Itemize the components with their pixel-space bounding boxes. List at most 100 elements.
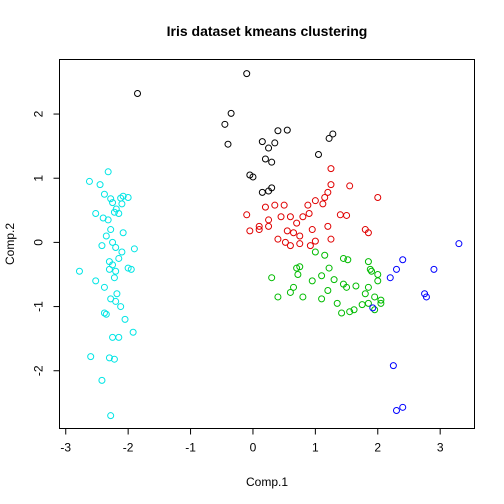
data-point <box>327 235 335 243</box>
data-point <box>274 293 282 301</box>
data-point <box>308 277 316 285</box>
x-tick-label: -2 <box>123 441 134 455</box>
data-point <box>364 283 372 291</box>
data-point <box>261 203 269 211</box>
cluster-5-series <box>369 240 463 415</box>
x-tick-label: 0 <box>250 441 257 455</box>
data-point <box>258 138 266 146</box>
data-point <box>290 229 298 237</box>
data-point <box>325 134 333 142</box>
data-point <box>327 165 335 173</box>
data-point <box>318 295 326 303</box>
data-point <box>265 144 273 152</box>
data-point <box>325 264 333 272</box>
data-point <box>98 376 106 384</box>
data-point <box>293 264 301 272</box>
data-point <box>374 270 382 278</box>
data-point <box>112 297 120 305</box>
cluster-1-series <box>75 168 138 420</box>
data-point <box>105 265 113 273</box>
data-point <box>109 238 117 246</box>
x-tick-label: 3 <box>437 441 444 455</box>
cluster-2-series <box>134 70 337 196</box>
data-point <box>221 120 229 128</box>
data-point <box>338 309 346 317</box>
data-point <box>92 210 100 218</box>
data-point <box>344 256 352 264</box>
data-point <box>364 229 372 237</box>
data-point <box>87 353 95 361</box>
data-point <box>243 211 251 219</box>
cluster-4-series <box>268 248 385 317</box>
data-point <box>319 200 327 208</box>
y-tick-label: 0 <box>32 239 46 246</box>
data-point <box>455 240 463 248</box>
data-point <box>283 126 291 134</box>
data-point <box>308 226 316 234</box>
data-point <box>110 274 118 282</box>
data-point <box>110 355 118 363</box>
data-point <box>374 277 382 285</box>
data-points <box>75 70 463 420</box>
data-point <box>299 213 307 221</box>
data-point <box>321 251 329 259</box>
data-point <box>343 283 351 291</box>
data-point <box>327 181 335 189</box>
data-point <box>129 328 137 336</box>
data-point <box>124 193 132 201</box>
data-point <box>271 139 279 147</box>
data-point <box>274 235 282 243</box>
x-tick-label: -1 <box>185 441 196 455</box>
data-point <box>100 190 108 198</box>
data-point <box>377 299 385 307</box>
data-point <box>296 240 304 248</box>
data-point <box>130 245 138 253</box>
data-point <box>109 199 117 207</box>
data-point <box>377 296 385 304</box>
data-point <box>277 213 285 221</box>
data-point <box>104 216 112 224</box>
data-point <box>371 306 379 314</box>
data-point <box>100 283 108 291</box>
data-point <box>361 290 369 298</box>
x-tick-label: -3 <box>60 441 71 455</box>
data-point <box>329 130 337 138</box>
data-point <box>92 277 100 285</box>
chart-title: Iris dataset kmeans clustering <box>167 23 368 39</box>
data-point <box>324 222 332 230</box>
data-point <box>294 270 302 278</box>
cluster-3-series <box>243 165 382 250</box>
data-point <box>121 315 129 323</box>
data-point <box>324 188 332 196</box>
data-point <box>339 254 347 262</box>
data-point <box>422 293 430 301</box>
data-point <box>333 299 341 307</box>
data-point <box>271 201 279 209</box>
data-point <box>305 210 313 218</box>
data-point <box>286 213 294 221</box>
data-point <box>366 265 374 273</box>
data-point <box>389 362 397 370</box>
data-point <box>117 303 125 311</box>
data-point <box>268 158 276 166</box>
data-point <box>364 258 372 266</box>
data-point <box>124 264 132 272</box>
data-point <box>280 201 288 209</box>
data-point <box>265 222 273 230</box>
data-point <box>330 276 338 284</box>
data-point <box>386 274 394 282</box>
data-point <box>324 287 332 295</box>
data-point <box>102 310 110 318</box>
data-point <box>261 155 269 163</box>
data-point <box>321 193 329 201</box>
data-point <box>118 200 126 208</box>
data-point <box>98 242 106 250</box>
data-point <box>109 333 117 341</box>
data-point <box>255 226 263 234</box>
data-point <box>286 242 294 250</box>
data-point <box>113 290 121 298</box>
data-point <box>358 301 366 309</box>
y-tick-label: -2 <box>32 365 46 376</box>
data-point <box>115 210 123 218</box>
